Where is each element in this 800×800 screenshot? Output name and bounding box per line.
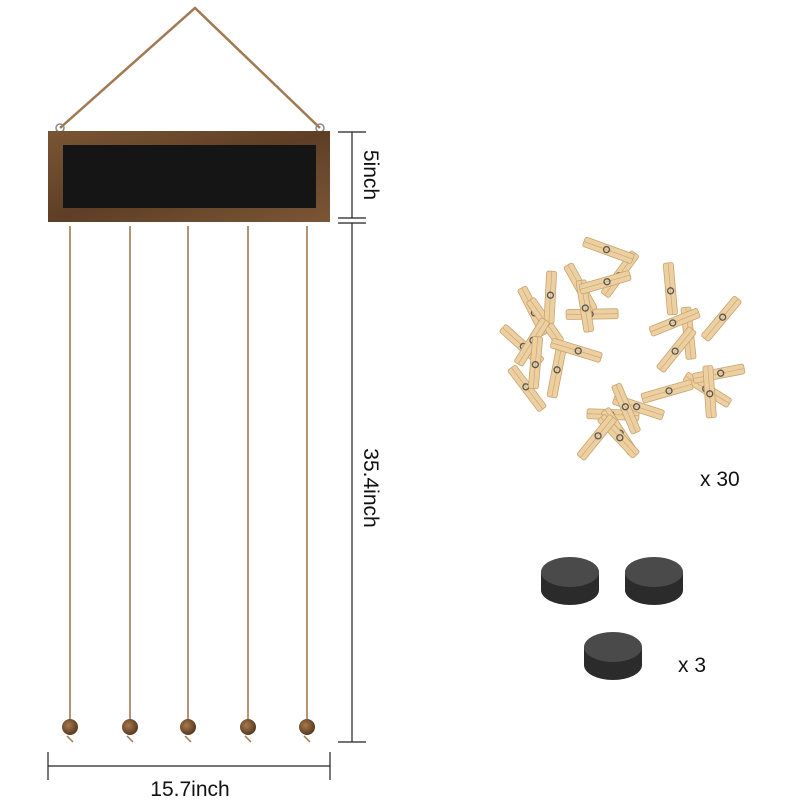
clothespin: [656, 326, 697, 373]
frame-height-label: 5inch: [359, 150, 382, 200]
magnet-2: [625, 557, 683, 605]
clips-quantity: x 30: [700, 468, 740, 491]
clothespin: [640, 379, 694, 404]
clothespin: [546, 345, 567, 399]
string-tail: [126, 735, 134, 743]
dimension-lines: [47, 131, 366, 780]
chalkboard: [63, 145, 316, 208]
clothespin: [507, 365, 547, 412]
wood-bead-2: [122, 719, 138, 735]
clothespins-pile: [499, 236, 746, 461]
clothespin: [692, 363, 746, 384]
clothespin: [662, 262, 678, 316]
hanging-rope: [59, 6, 321, 129]
clothespin: [648, 308, 701, 337]
magnets-quantity: x 3: [678, 654, 706, 677]
wood-bead-4: [240, 719, 256, 735]
wood-bead-5: [299, 719, 315, 735]
clothespin: [582, 236, 635, 264]
wood-bead-1: [62, 719, 78, 735]
string-tail: [244, 735, 252, 743]
string-tail: [184, 735, 192, 743]
clothespin: [528, 336, 543, 390]
string-tail: [66, 735, 74, 743]
clothespin: [702, 365, 717, 419]
wood-bead-3: [180, 719, 196, 735]
clothespin: [543, 270, 557, 324]
magnet-1: [541, 557, 599, 605]
hanging-strings: [62, 226, 315, 743]
clothespin: [578, 270, 632, 295]
clothespin: [575, 279, 595, 333]
clothespin: [550, 338, 603, 363]
clothespin: [611, 382, 641, 435]
magnets-group: [541, 557, 683, 680]
string-tail: [303, 735, 311, 743]
clothespin: [565, 308, 619, 320]
width-label: 15.7inch: [150, 778, 229, 800]
clothespin: [701, 295, 742, 342]
clothespin: [576, 414, 617, 461]
total-length-label: 35.4inch: [359, 448, 382, 527]
magnet-3: [584, 632, 642, 680]
